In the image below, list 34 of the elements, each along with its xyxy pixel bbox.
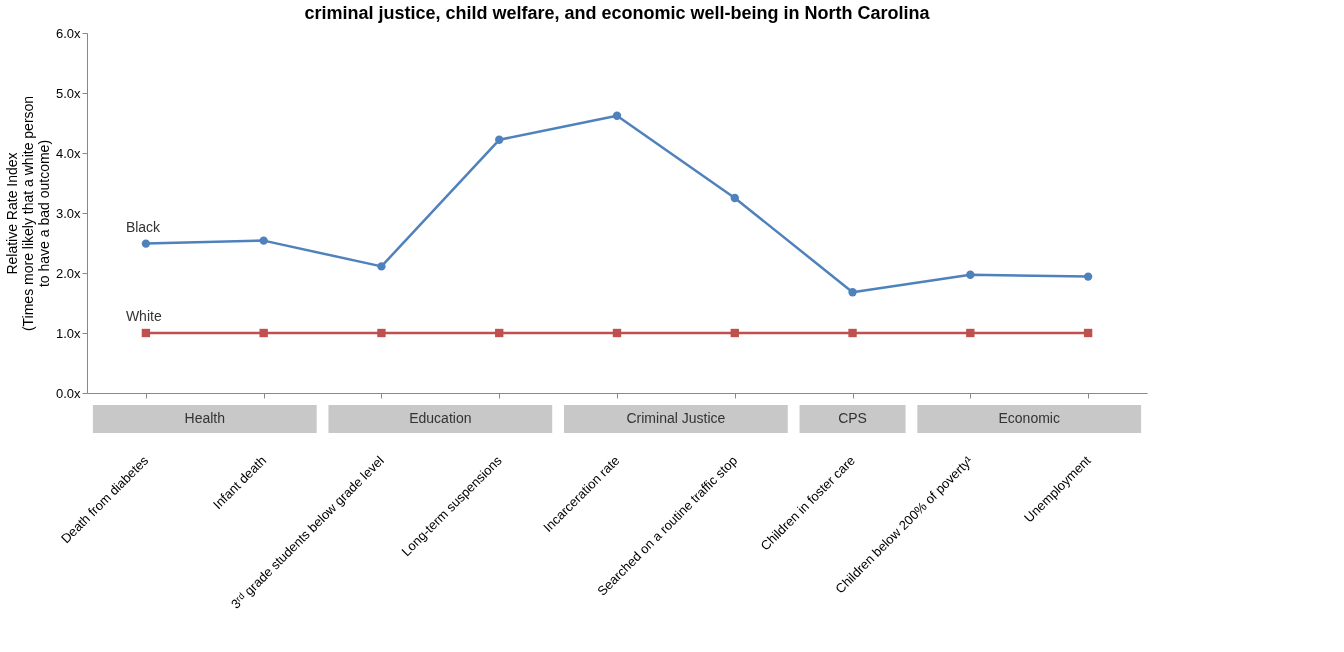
y-tick-label: 0.0x: [55, 385, 81, 401]
y-tick-label: 5.0x: [55, 85, 81, 101]
point: [1083, 272, 1093, 281]
point: [612, 111, 622, 120]
text: Economic: [998, 410, 1060, 426]
point: [377, 262, 386, 271]
y-tick-label: 1.0x: [55, 325, 81, 341]
text: Health: [184, 410, 226, 426]
point: [259, 328, 268, 338]
point: [966, 270, 975, 279]
point: [495, 328, 504, 338]
point: [1083, 328, 1093, 338]
text: CPS: [838, 410, 867, 426]
point: [730, 328, 739, 338]
series-label: White: [125, 308, 162, 324]
point: [848, 328, 857, 338]
point: [730, 193, 739, 203]
point: [848, 288, 857, 297]
series-label: Black: [125, 218, 162, 235]
point: [141, 239, 151, 248]
y-tick-label: 6.0x: [55, 25, 81, 41]
y-tick-label: 3.0x: [55, 205, 81, 221]
point: [377, 328, 386, 338]
y-tick-label: 4.0x: [55, 145, 81, 161]
point: [495, 135, 504, 144]
y-tick-label: 2.0x: [55, 265, 81, 281]
point: [612, 328, 622, 338]
chart-title: criminal justice, child welfare, and economic well-being in North Carolina: [304, 3, 931, 23]
point: [259, 236, 268, 245]
point: [141, 328, 151, 338]
text: Criminal Justice: [626, 410, 726, 426]
text: Education: [409, 410, 472, 426]
point: [966, 328, 975, 338]
y-axis-title: Relative Rate Index (Times more likely that a white person to have a bad outcome): [3, 95, 52, 332]
